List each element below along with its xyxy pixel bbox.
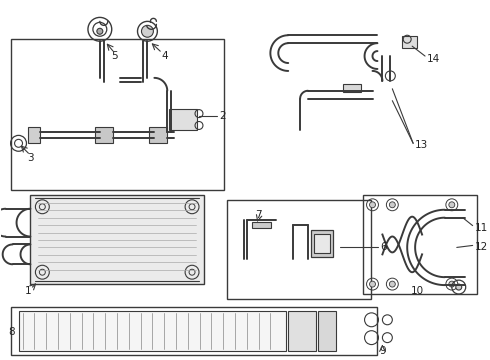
Bar: [311, 230, 333, 257]
Circle shape: [369, 202, 375, 208]
Text: 12: 12: [475, 242, 488, 252]
Text: 13: 13: [415, 140, 428, 150]
Bar: [11, 307, 377, 355]
Bar: [343, 84, 361, 92]
Text: 9: 9: [379, 346, 386, 356]
Circle shape: [142, 25, 153, 37]
Text: 3: 3: [27, 153, 34, 163]
Bar: [149, 127, 167, 143]
Bar: [251, 222, 271, 228]
Circle shape: [456, 284, 462, 290]
Text: 5: 5: [111, 51, 118, 61]
Text: 6: 6: [380, 242, 387, 252]
Bar: [19, 311, 286, 351]
Text: 4: 4: [161, 51, 168, 61]
Circle shape: [449, 202, 455, 208]
Bar: [95, 127, 113, 143]
Bar: [30, 195, 204, 284]
Text: 14: 14: [427, 54, 441, 64]
Bar: [314, 234, 330, 253]
Text: 10: 10: [411, 286, 424, 296]
Bar: [288, 311, 316, 351]
Circle shape: [97, 28, 103, 34]
Circle shape: [369, 281, 375, 287]
Text: 1: 1: [25, 286, 32, 296]
Circle shape: [390, 202, 395, 208]
Bar: [402, 36, 417, 48]
Bar: [11, 39, 224, 190]
Text: 7: 7: [255, 210, 262, 220]
Text: 2: 2: [219, 111, 225, 121]
Bar: [227, 200, 370, 299]
Bar: [363, 195, 477, 294]
Bar: [28, 127, 40, 143]
Text: 8: 8: [9, 327, 15, 337]
Circle shape: [390, 281, 395, 287]
Bar: [318, 311, 336, 351]
Bar: [169, 109, 197, 130]
Text: 11: 11: [475, 222, 488, 233]
Circle shape: [449, 281, 455, 287]
